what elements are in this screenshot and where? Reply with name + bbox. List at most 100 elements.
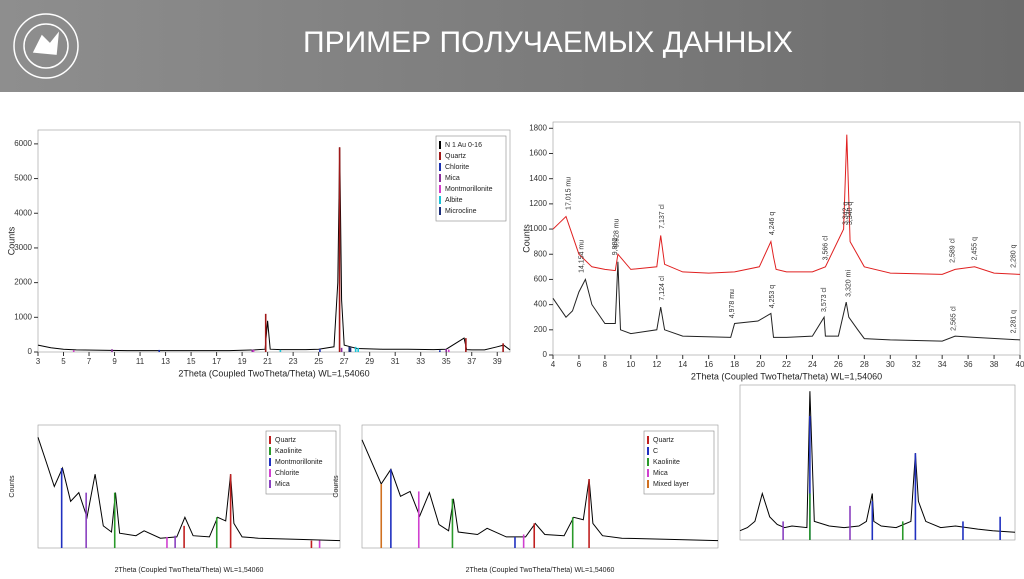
peak-annotation: 3,340 q <box>847 202 854 225</box>
x-tick-label: 40 <box>1016 360 1024 369</box>
x-tick-label: 21 <box>263 357 272 366</box>
x-tick-label: 5 <box>61 357 66 366</box>
plot-frame <box>37 424 341 549</box>
peak-annotation: 7,137 cl <box>659 204 666 229</box>
peak-annotation: 3,320 mi <box>846 270 853 297</box>
plot-frame <box>37 129 511 353</box>
x-axis-label: 2Theta (Coupled TwoTheta/Theta) WL=1,540… <box>466 567 615 574</box>
y-tick-label: 1800 <box>529 123 547 132</box>
peak-annotation: 4,978 mu <box>729 289 736 318</box>
y-axis-label: Counts <box>333 475 340 498</box>
x-tick-label: 34 <box>938 360 947 369</box>
x-tick-label: 7 <box>87 357 92 366</box>
spectrum-line <box>552 261 1021 342</box>
legend-label: Quartz <box>445 153 467 160</box>
legend-label: Kaolinite <box>275 448 302 455</box>
legend-label: Mica <box>445 175 460 182</box>
x-tick-label: 11 <box>136 357 145 366</box>
x-tick-label: 37 <box>467 357 476 366</box>
logo <box>13 13 79 79</box>
peak-annotation: 2,565 cl <box>951 306 958 331</box>
peak-annotation: 4,246 q <box>769 212 776 235</box>
legend-label: Montmorillonite <box>445 186 493 193</box>
slide-title: ПРИМЕР ПОЛУЧАЕМЫХ ДАННЫХ <box>303 26 793 59</box>
peak-annotation: 2,455 q <box>971 237 978 260</box>
y-tick-label: 1600 <box>529 149 547 158</box>
x-tick-label: 3 <box>36 357 41 366</box>
x-tick-label: 4 <box>551 360 556 369</box>
x-tick-label: 35 <box>442 357 451 366</box>
x-tick-label: 16 <box>704 360 713 369</box>
spectrum-line <box>552 134 1021 275</box>
x-tick-label: 9 <box>112 357 117 366</box>
peak-annotation: 2,281 q <box>1010 310 1017 333</box>
y-tick-label: 800 <box>534 249 548 258</box>
legend-label: Montmorillonite <box>275 459 323 466</box>
x-tick-label: 17 <box>212 357 221 366</box>
x-axis-label: 2Theta (Coupled TwoTheta/Theta) WL=1,540… <box>178 368 369 378</box>
spectrum-line <box>37 437 341 542</box>
x-tick-label: 28 <box>860 360 869 369</box>
plot-frame <box>739 384 1016 541</box>
y-tick-label: 6000 <box>14 139 32 148</box>
y-tick-label: 2000 <box>14 278 32 287</box>
legend-label: Quartz <box>653 437 675 444</box>
x-tick-label: 26 <box>834 360 843 369</box>
peak-annotation: 17,015 mu <box>565 177 572 210</box>
spectrum-line <box>361 439 719 542</box>
peak-annotation: 2,280 q <box>1010 244 1017 267</box>
x-tick-label: 20 <box>756 360 765 369</box>
x-axis-label: 2Theta (Coupled TwoTheta/Theta) WL=1,540… <box>691 371 882 381</box>
y-tick-label: 1200 <box>529 199 547 208</box>
plot-frame <box>361 424 719 549</box>
y-tick-label: 4000 <box>14 208 32 217</box>
x-tick-label: 22 <box>782 360 791 369</box>
legend-label: Kaolinite <box>653 459 680 466</box>
header-band <box>0 0 1024 92</box>
y-tick-label: 1000 <box>529 224 547 233</box>
x-tick-label: 8 <box>603 360 608 369</box>
x-tick-label: 33 <box>416 357 425 366</box>
legend-box <box>435 135 507 222</box>
x-tick-label: 13 <box>161 357 170 366</box>
peak-annotation: 14,154 mu <box>578 240 585 273</box>
x-tick-label: 29 <box>365 357 374 366</box>
y-tick-label: 5000 <box>14 174 32 183</box>
y-tick-label: 1400 <box>529 174 547 183</box>
x-tick-label: 38 <box>990 360 999 369</box>
y-axis-label: Counts <box>9 475 16 498</box>
y-axis-label: Counts <box>521 224 531 253</box>
peak-annotation: 9,928 mu <box>613 218 620 247</box>
peak-annotation: 3,566 cl <box>822 235 829 260</box>
y-tick-label: 200 <box>534 325 548 334</box>
x-tick-label: 18 <box>730 360 739 369</box>
x-tick-label: 32 <box>912 360 921 369</box>
legend-label: Microcline <box>445 208 477 215</box>
x-tick-label: 19 <box>238 357 247 366</box>
y-axis-label: Counts <box>6 226 16 255</box>
peak-annotation: 3,342 q <box>842 202 849 225</box>
x-tick-label: 30 <box>886 360 895 369</box>
legend-box <box>265 430 337 495</box>
peak-annotation: 9,882 <box>612 238 619 256</box>
y-tick-label: 600 <box>534 275 548 284</box>
legend-label: Chlorite <box>275 470 299 477</box>
spectrum-line <box>739 391 1016 533</box>
legend-label: Quartz <box>275 437 297 444</box>
legend-label: N 1 Au 0-16 <box>445 142 482 149</box>
legend-label: Mica <box>653 470 668 477</box>
x-tick-label: 31 <box>391 357 400 366</box>
x-tick-label: 23 <box>289 357 298 366</box>
legend-label: C <box>653 448 658 455</box>
spectrum-line <box>37 147 511 352</box>
legend-label: Mixed layer <box>653 481 689 488</box>
x-tick-label: 25 <box>314 357 323 366</box>
peak-annotation: 2,589 cl <box>949 238 956 263</box>
y-tick-label: 1000 <box>14 312 32 321</box>
x-tick-label: 10 <box>626 360 635 369</box>
y-tick-label: 3000 <box>14 243 32 252</box>
legend-label: Albite <box>445 197 463 204</box>
y-tick-label: 0 <box>543 350 548 359</box>
peak-annotation: 3,573 cl <box>821 287 828 312</box>
